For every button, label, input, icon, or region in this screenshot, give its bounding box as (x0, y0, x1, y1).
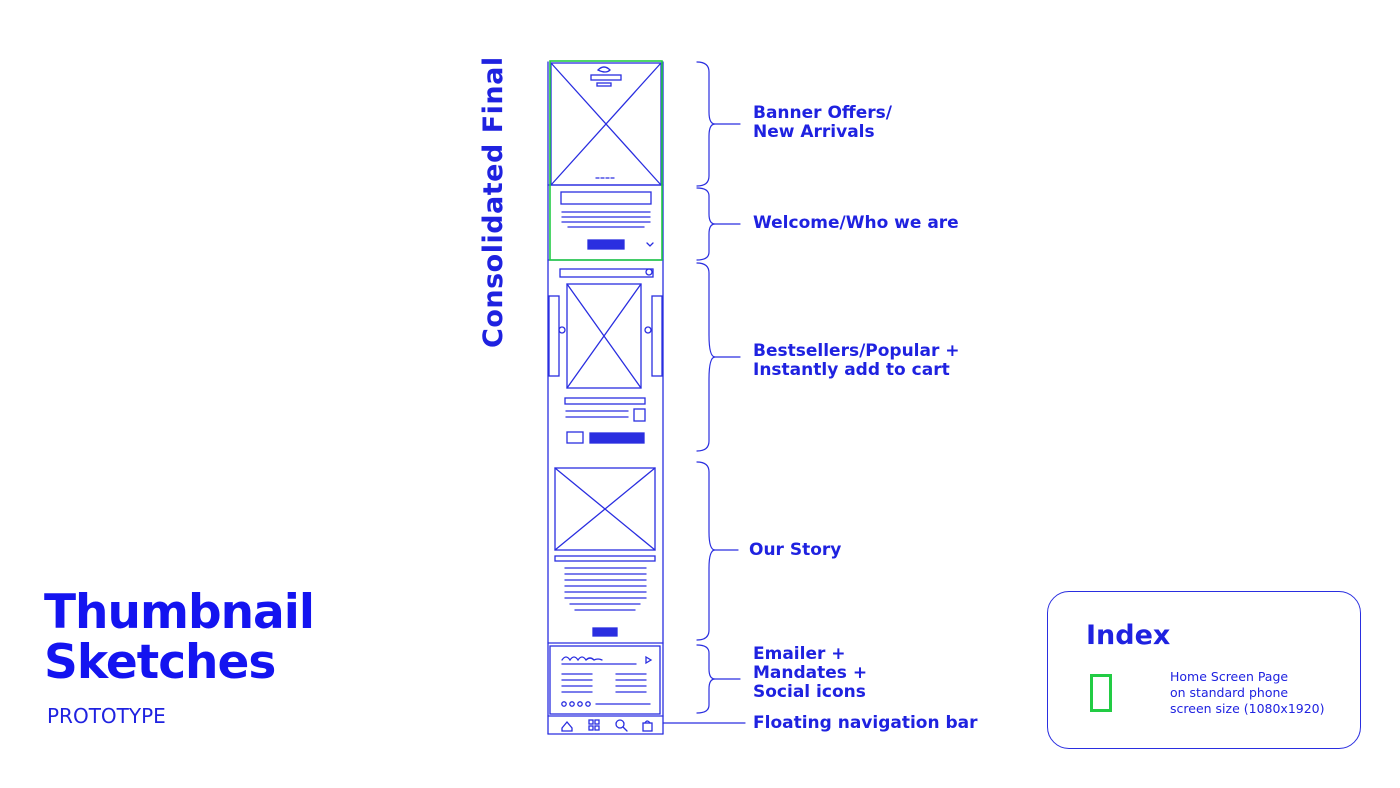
highlight-frame (549, 60, 663, 261)
welcome-section-sketch (547, 191, 664, 261)
index-legend (1047, 591, 1361, 749)
bestsellers-section-sketch (548, 268, 663, 444)
play-icon (645, 655, 653, 665)
label-emailer: Emailer + Mandates + Social icons (753, 644, 868, 702)
title-line-2: Sketches (44, 635, 276, 690)
page-title: Thumbnail Sketches (44, 585, 315, 690)
title-line-1: Thumbnail (44, 585, 315, 640)
emailer-section-sketch (547, 645, 664, 717)
index-swatch (1090, 674, 1112, 712)
logo-icon (590, 66, 622, 87)
banner-section-sketch (547, 62, 664, 186)
home-icon (561, 720, 573, 732)
index-title: Index (1086, 620, 1171, 651)
label-navbar: Floating navigation bar (753, 713, 978, 733)
phone-outline (547, 61, 664, 735)
chevron-down-icon (646, 242, 654, 247)
label-welcome: Welcome/Who we are (753, 213, 959, 233)
navbar-section-sketch (561, 719, 653, 732)
index-description: Home Screen Page on standard phone scree… (1170, 669, 1325, 716)
label-banner: Banner Offers/ New Arrivals (753, 103, 892, 142)
search-icon (615, 719, 628, 732)
label-story: Our Story (749, 540, 842, 560)
story-section-sketch (547, 467, 664, 644)
section-brackets (662, 61, 746, 724)
page-subtitle: PROTOTYPE (47, 704, 166, 728)
grid-icon (588, 719, 600, 731)
label-bestsellers: Bestsellers/Popular + Instantly add to c… (753, 341, 960, 380)
cart-icon (642, 720, 653, 732)
